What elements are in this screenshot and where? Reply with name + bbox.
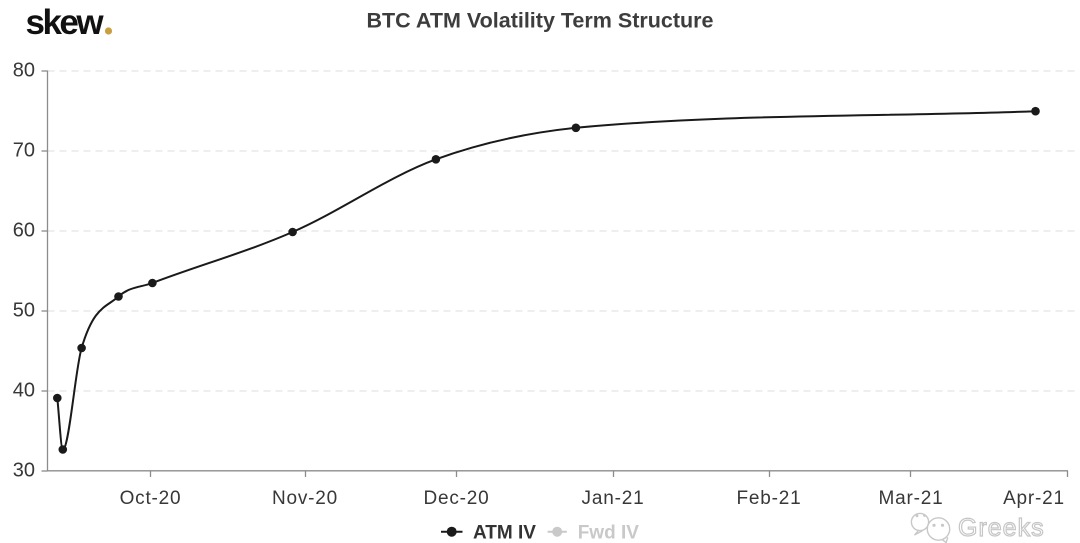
svg-text:80: 80: [13, 60, 35, 82]
svg-text:Mar-21: Mar-21: [879, 488, 944, 509]
svg-text:BTC ATM Volatility Term Struct: BTC ATM Volatility Term Structure: [367, 10, 714, 33]
svg-text:Nov-20: Nov-20: [272, 488, 338, 509]
svg-text:ATM IV: ATM IV: [473, 523, 536, 543]
svg-text:Jan-21: Jan-21: [582, 488, 645, 509]
svg-text:Greeks: Greeks: [958, 514, 1045, 542]
svg-text:70: 70: [13, 140, 35, 162]
svg-text:Feb-21: Feb-21: [736, 488, 801, 509]
svg-text:skew: skew: [26, 3, 105, 42]
svg-text:Oct-20: Oct-20: [120, 488, 182, 509]
svg-text:Fwd IV: Fwd IV: [578, 523, 640, 543]
svg-text:50: 50: [13, 300, 35, 322]
svg-text:40: 40: [13, 380, 35, 402]
svg-text:30: 30: [13, 460, 35, 482]
svg-text:Apr-21: Apr-21: [1003, 488, 1065, 509]
svg-text:Dec-20: Dec-20: [423, 488, 489, 509]
svg-text:60: 60: [13, 220, 35, 242]
